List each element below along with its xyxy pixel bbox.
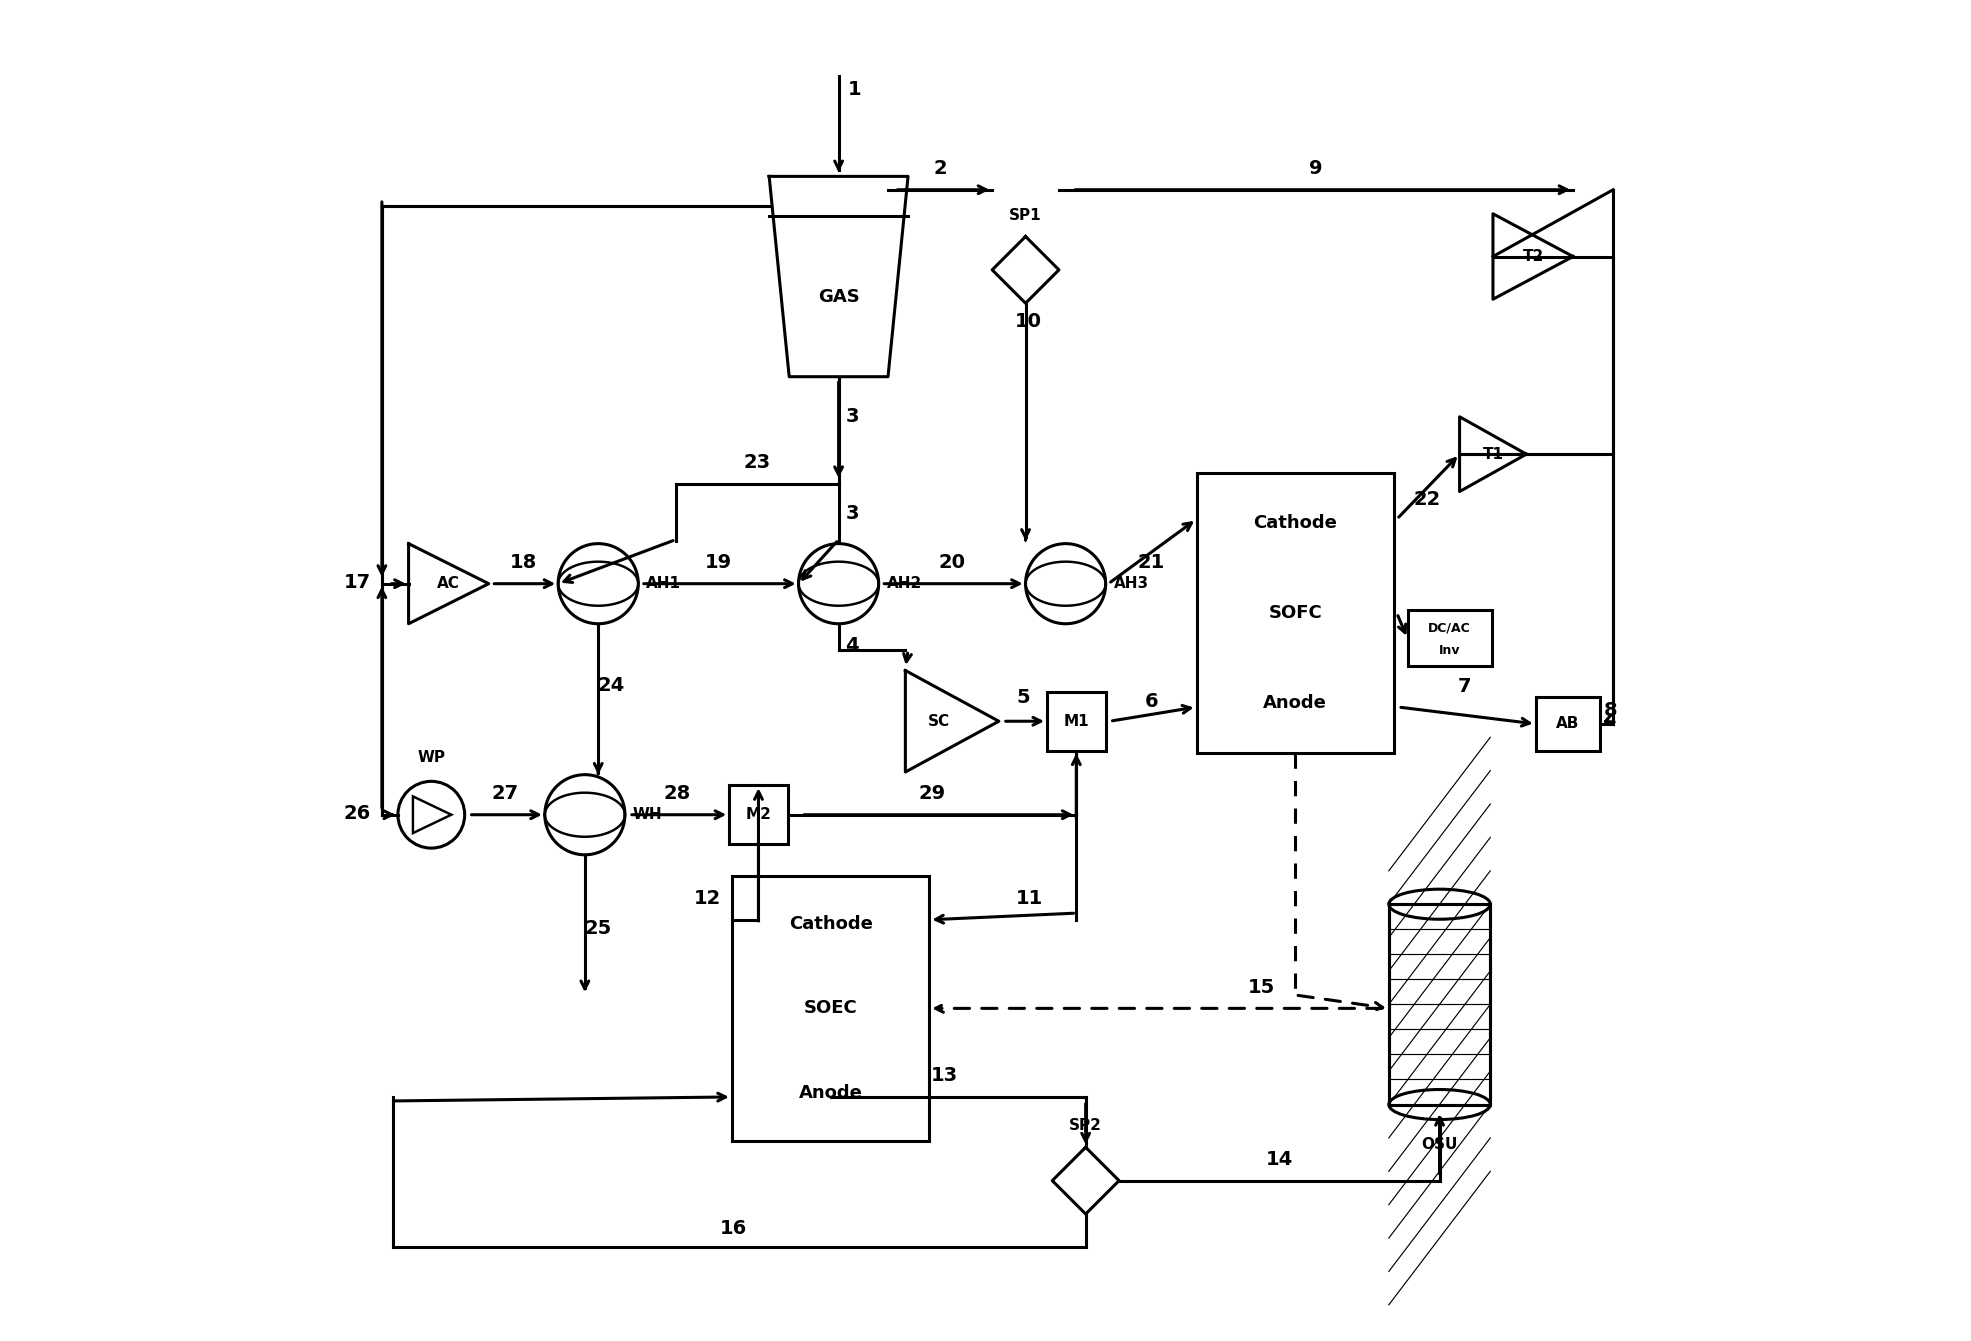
Text: AB: AB: [1555, 716, 1579, 731]
Text: AH2: AH2: [887, 577, 922, 591]
Text: Cathode: Cathode: [1254, 515, 1336, 532]
Text: 11: 11: [1015, 889, 1043, 908]
Text: 25: 25: [585, 919, 611, 937]
Text: SP1: SP1: [1009, 208, 1043, 223]
Bar: [729, 786, 788, 843]
Text: 27: 27: [491, 784, 518, 803]
Bar: [1407, 610, 1492, 666]
Text: 21: 21: [1137, 552, 1165, 571]
Text: 22: 22: [1413, 489, 1441, 508]
Text: 10: 10: [1015, 312, 1043, 331]
Text: 7: 7: [1459, 677, 1472, 696]
Text: Anode: Anode: [798, 1084, 863, 1102]
Text: SP2: SP2: [1068, 1118, 1102, 1133]
Text: 24: 24: [597, 676, 625, 696]
Text: Cathode: Cathode: [788, 915, 873, 933]
Text: 3: 3: [846, 408, 859, 426]
Text: 15: 15: [1248, 978, 1275, 996]
Text: T2: T2: [1522, 249, 1543, 264]
Bar: [1047, 692, 1106, 751]
Bar: [1390, 904, 1490, 1105]
Text: 29: 29: [918, 784, 946, 803]
Text: M1: M1: [1064, 713, 1090, 728]
Text: 14: 14: [1265, 1149, 1293, 1169]
Text: 9: 9: [1309, 158, 1323, 178]
Text: 3: 3: [846, 504, 859, 523]
Text: 4: 4: [846, 636, 859, 654]
Text: M2: M2: [745, 807, 771, 822]
Text: SOEC: SOEC: [804, 999, 857, 1018]
Text: Inv: Inv: [1439, 644, 1461, 657]
Text: 2: 2: [934, 158, 946, 178]
Text: 18: 18: [510, 552, 536, 571]
Text: 16: 16: [719, 1219, 747, 1238]
Text: AH1: AH1: [646, 577, 682, 591]
Text: 23: 23: [743, 453, 771, 472]
Bar: [1390, 904, 1490, 1105]
Bar: [1535, 697, 1600, 751]
Text: 17: 17: [345, 573, 371, 591]
Text: WP: WP: [418, 750, 445, 764]
Bar: [731, 876, 930, 1141]
Text: 26: 26: [345, 803, 371, 823]
Text: OSU: OSU: [1421, 1137, 1459, 1152]
Text: DC/AC: DC/AC: [1429, 622, 1470, 634]
Text: WH: WH: [633, 807, 662, 822]
Text: 20: 20: [938, 552, 966, 571]
Text: T1: T1: [1482, 447, 1504, 461]
Bar: [1196, 473, 1393, 754]
Text: 5: 5: [1017, 688, 1029, 707]
Text: SOFC: SOFC: [1269, 603, 1323, 622]
Text: 28: 28: [664, 784, 690, 803]
Text: AC: AC: [438, 577, 459, 591]
Text: 6: 6: [1145, 692, 1157, 711]
Text: AH3: AH3: [1114, 577, 1149, 591]
Text: GAS: GAS: [818, 287, 859, 306]
Text: SC: SC: [928, 713, 950, 728]
Text: 1: 1: [848, 80, 861, 99]
Text: 19: 19: [706, 552, 731, 571]
Text: Anode: Anode: [1263, 693, 1326, 712]
Text: 8: 8: [1604, 701, 1618, 720]
Text: 13: 13: [930, 1066, 958, 1085]
Text: 12: 12: [694, 889, 721, 908]
